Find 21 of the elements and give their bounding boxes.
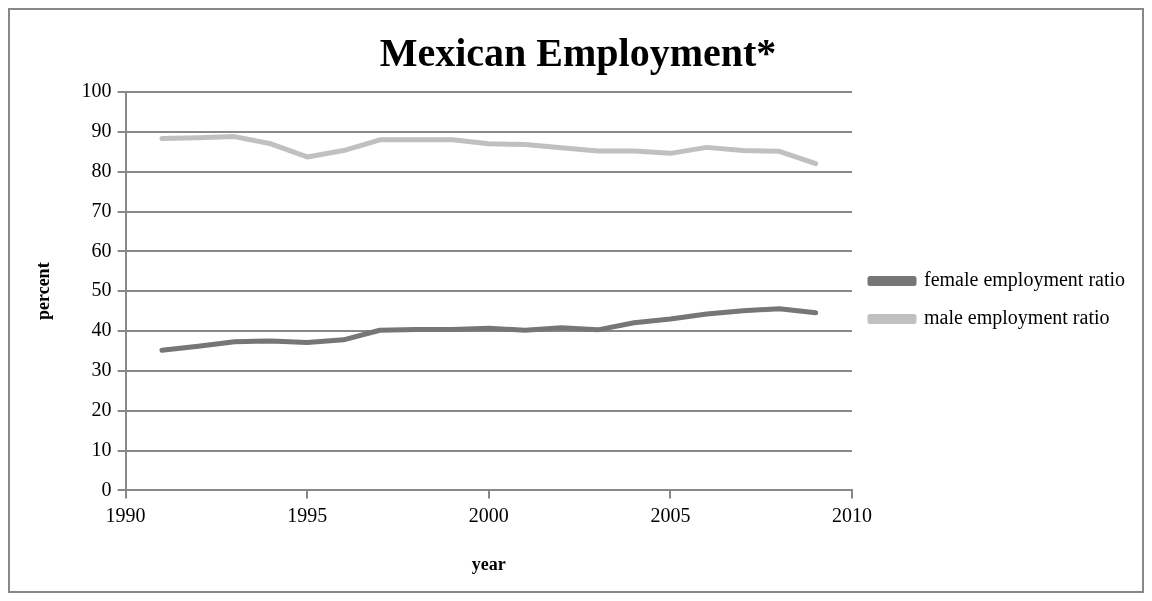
y-tick-label: 90 — [91, 119, 112, 142]
legend-label: female employment ratio — [924, 268, 1126, 292]
y-tick-label: 60 — [91, 238, 112, 261]
x-axis-title: year — [471, 553, 506, 574]
y-tick-label: 30 — [91, 358, 112, 381]
x-tick-label: 1995 — [287, 503, 328, 526]
x-tick-label: 2000 — [468, 503, 509, 526]
y-tick-label: 40 — [91, 318, 112, 341]
y-tick-label: 100 — [81, 79, 112, 102]
y-tick-label: 80 — [91, 158, 112, 181]
x-tick-label: 2010 — [832, 503, 872, 526]
y-tick-label: 20 — [91, 397, 112, 420]
y-tick-label: 50 — [91, 278, 112, 301]
x-tick-label: 1990 — [105, 503, 146, 526]
y-tick-label: 70 — [91, 198, 112, 221]
legend-label: male employment ratio — [924, 306, 1110, 330]
y-tick-label: 0 — [101, 477, 112, 500]
y-tick-label: 10 — [91, 437, 112, 460]
x-tick-label: 2005 — [650, 503, 691, 526]
chart-title: Mexican Employment* — [379, 30, 777, 76]
y-axis-title: percent — [33, 262, 54, 321]
